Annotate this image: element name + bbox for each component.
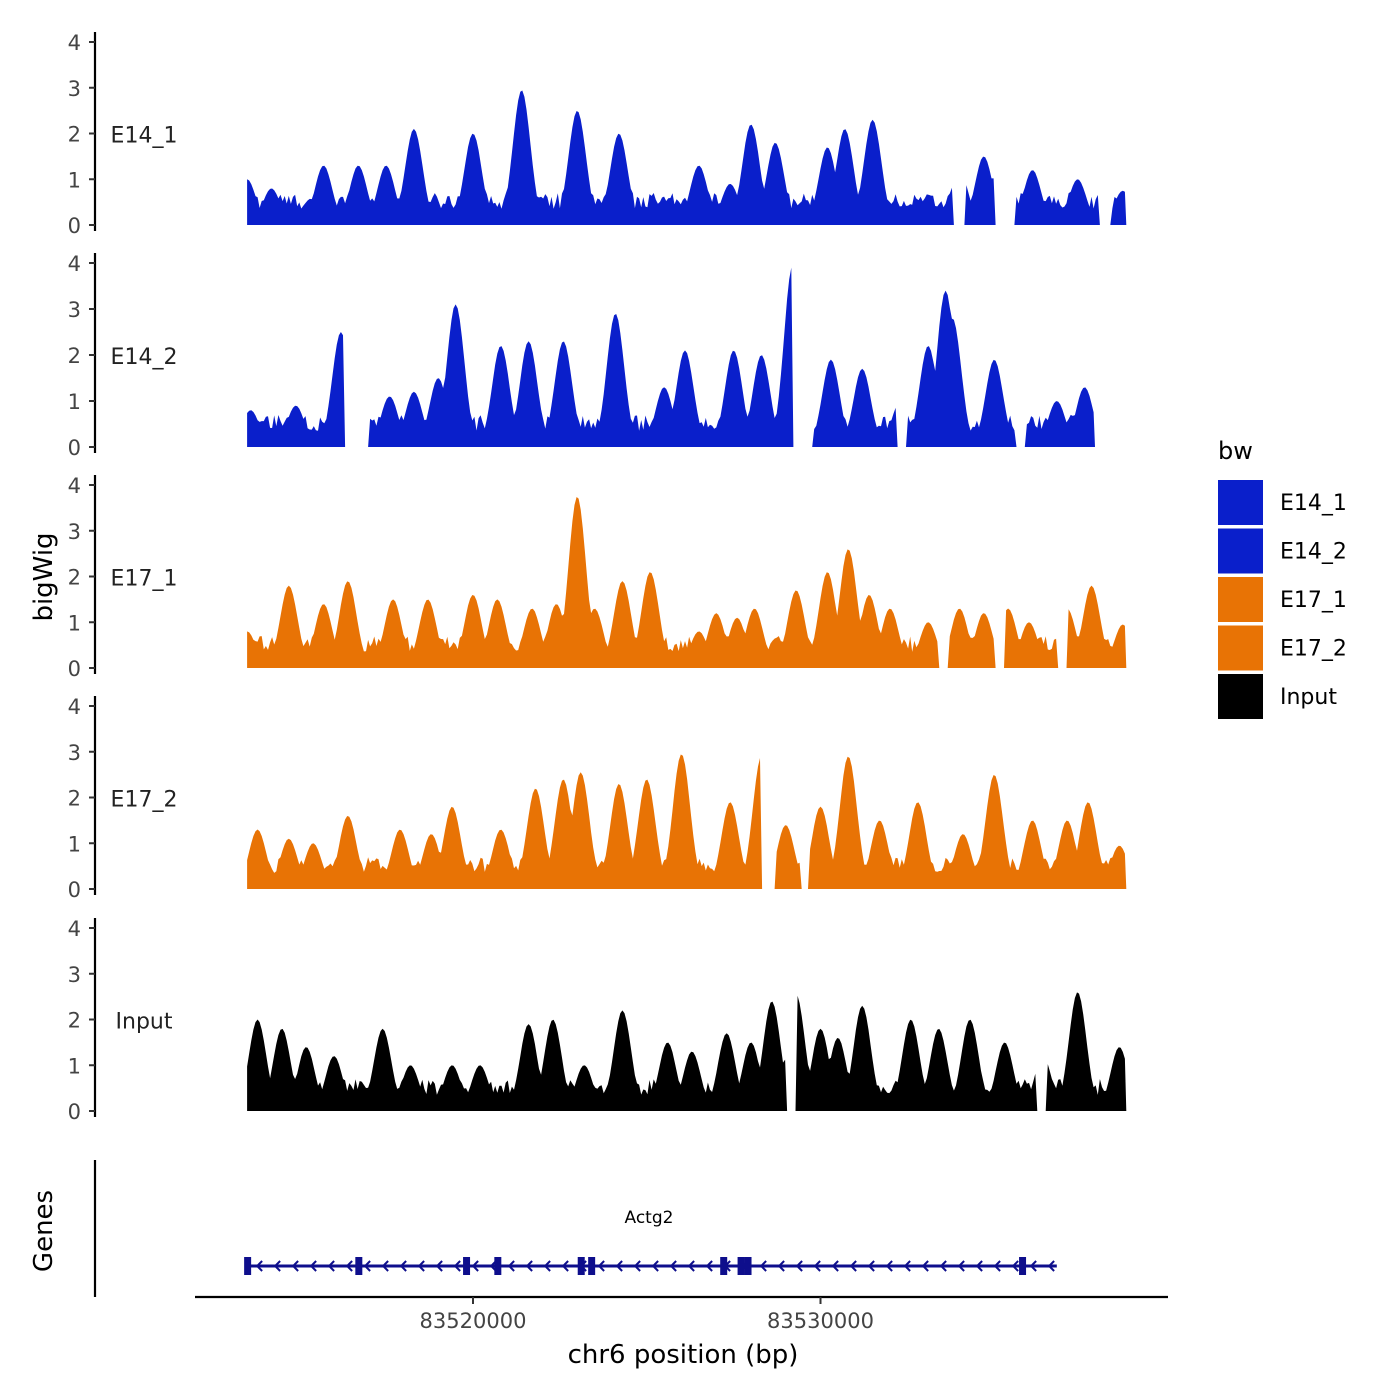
legend-swatch (1218, 577, 1263, 622)
y-tick-label: 3 (68, 77, 81, 101)
y-tick-label: 3 (68, 520, 81, 544)
exon (494, 1257, 501, 1275)
legend-swatch (1218, 480, 1263, 525)
track-E17_2: 0 1 2 3 4 E17_2 (68, 695, 1127, 902)
legend-label: E17_2 (1280, 637, 1347, 662)
y-tick-label: 3 (68, 298, 81, 322)
y-tick-label: 0 (68, 436, 81, 460)
legend-swatch (1218, 529, 1263, 574)
legend-label: E14_1 (1280, 491, 1347, 516)
gene-Actg2: Actg2 (244, 1208, 1057, 1275)
genes-panel: Actg2 (95, 1160, 1057, 1297)
genome-browser-plot: 0 1 2 3 4 E14_1 0 1 2 3 4 E14_2 0 1 2 3 4 E17_1 0 1 2 3 4 E17_2… (0, 0, 1400, 1400)
x-axis: 83520000 83530000 (195, 1297, 1168, 1333)
x-tick-label: 83520000 (420, 1309, 527, 1333)
legend-label: E14_2 (1280, 540, 1347, 565)
exon (578, 1257, 585, 1275)
y-tick-label: 0 (68, 1100, 81, 1124)
y-tick-label: 4 (68, 917, 81, 941)
exon (355, 1257, 362, 1275)
x-axis-label: chr6 position (bp) (568, 1340, 799, 1370)
y-tick-label: 0 (68, 657, 81, 681)
genes-axis-label: Genes (29, 1190, 59, 1272)
track-E14_1: 0 1 2 3 4 E14_1 (68, 31, 1127, 238)
y-tick-label: 4 (68, 252, 81, 276)
y-tick-label: 4 (68, 31, 81, 55)
y-tick-label: 1 (68, 390, 81, 414)
y-tick-label: 0 (68, 214, 81, 238)
y-tick-label: 3 (68, 741, 81, 765)
y-axis-label: bigWig (29, 532, 59, 621)
exon (738, 1257, 745, 1275)
track-Input: 0 1 2 3 4 Input (68, 917, 1127, 1124)
y-tick-label: 2 (68, 123, 81, 147)
y-tick-label: 2 (68, 1009, 81, 1033)
y-tick-label: 1 (68, 168, 81, 192)
area-E14_2 (247, 268, 1095, 447)
y-tick-label: 1 (68, 1054, 81, 1078)
y-tick-label: 2 (68, 344, 81, 368)
y-tick-label: 2 (68, 566, 81, 590)
legend-swatch (1218, 626, 1263, 671)
track-label: Input (116, 1010, 173, 1035)
gene-name: Actg2 (624, 1208, 673, 1228)
legend-label: Input (1280, 685, 1337, 710)
y-tick-label: 3 (68, 963, 81, 987)
track-E17_1: 0 1 2 3 4 E17_1 (68, 474, 1127, 681)
x-tick-label: 83530000 (767, 1309, 874, 1333)
exon (244, 1257, 251, 1275)
legend-item-E14_1: E14_1 (1218, 480, 1347, 525)
y-tick-label: 2 (68, 787, 81, 811)
track-label: E17_2 (111, 788, 178, 813)
y-tick-label: 1 (68, 832, 81, 856)
area-E14_1 (247, 91, 1126, 226)
y-tick-label: 1 (68, 611, 81, 635)
legend: E14_1 E14_2 E17_1 E17_2 Input (1218, 480, 1347, 719)
exon (588, 1257, 595, 1275)
area-E17_1 (247, 497, 1126, 668)
bigwig-tracks: 0 1 2 3 4 E14_1 0 1 2 3 4 E14_2 0 1 2 3 4 E17_1 0 1 2 3 4 E17_2… (68, 31, 1127, 1124)
exon (745, 1257, 752, 1275)
track-label: E14_2 (111, 345, 178, 370)
track-label: E17_1 (111, 567, 178, 592)
y-tick-label: 0 (68, 878, 81, 902)
legend-item-Input: Input (1218, 674, 1337, 719)
legend-item-E17_2: E17_2 (1218, 626, 1347, 671)
legend-title: bw (1218, 437, 1253, 465)
exon (1019, 1257, 1026, 1275)
exon (463, 1257, 470, 1275)
area-E17_2 (247, 755, 1126, 890)
area-Input (247, 992, 1126, 1111)
track-label: E14_1 (111, 124, 178, 149)
exon (720, 1257, 727, 1275)
track-E14_2: 0 1 2 3 4 E14_2 (68, 252, 1095, 460)
y-tick-label: 4 (68, 474, 81, 498)
legend-item-E14_2: E14_2 (1218, 529, 1347, 574)
legend-swatch (1218, 674, 1263, 719)
y-tick-label: 4 (68, 695, 81, 719)
legend-label: E17_1 (1280, 588, 1347, 613)
legend-item-E17_1: E17_1 (1218, 577, 1347, 622)
